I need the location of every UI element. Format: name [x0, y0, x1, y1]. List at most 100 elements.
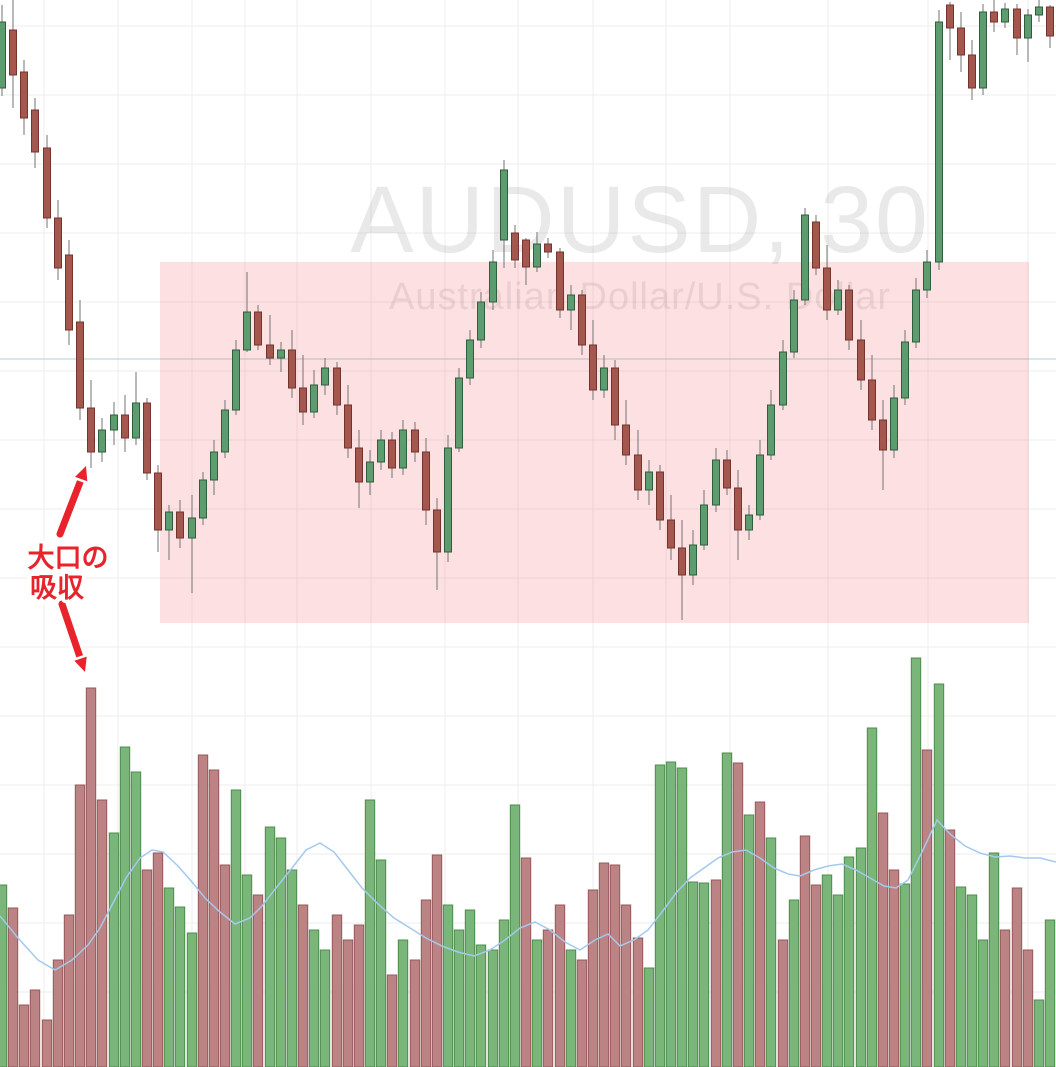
candle-body: [110, 414, 118, 431]
candle-body: [366, 461, 374, 483]
volume-bar: [85, 687, 97, 1067]
volume-bar: [197, 754, 209, 1067]
candle-body: [923, 261, 931, 291]
volume-bar: [52, 959, 64, 1067]
volume-bar: [598, 862, 610, 1067]
volume-bar: [609, 864, 621, 1067]
candle-body: [0, 21, 6, 89]
candle-body: [745, 514, 753, 531]
volume-bar: [18, 1004, 30, 1067]
candle-body: [600, 367, 608, 391]
candle-body: [489, 261, 497, 303]
candle-body: [578, 294, 586, 346]
candle-body: [388, 439, 396, 469]
candle-body: [812, 221, 820, 269]
volume-bar: [944, 829, 956, 1067]
volume-bar: [230, 789, 242, 1067]
candle-body: [199, 479, 207, 519]
volume-bar: [0, 884, 8, 1067]
volume-bar: [765, 837, 777, 1067]
volume-bar: [832, 894, 844, 1067]
volume-bar: [275, 837, 287, 1067]
watermark-symbol-text: AUDUSD, 30: [350, 167, 930, 273]
volume-bar: [966, 894, 978, 1067]
candle-body: [321, 367, 329, 386]
candle-body: [901, 341, 909, 399]
down-arrow: [55, 597, 90, 675]
volume-bar: [1033, 999, 1045, 1067]
candles-layer: [0, 0, 1054, 620]
volume-bar: [487, 949, 499, 1067]
candle-body: [756, 454, 764, 516]
candle-body: [500, 169, 508, 241]
candle-body: [221, 409, 229, 453]
volume-bar: [130, 771, 142, 1067]
candle-body: [522, 239, 530, 268]
candle-body: [333, 367, 341, 406]
candle-body: [455, 377, 463, 449]
volume-bar: [554, 904, 566, 1067]
volume-bar: [542, 929, 554, 1067]
volume-bar: [29, 989, 41, 1067]
volume-bar: [174, 906, 186, 1067]
candle-body: [210, 451, 218, 481]
volume-bar: [409, 959, 421, 1067]
watermark: AUDUSD, 30 Australian Dollar/U.S. Dollar: [350, 167, 930, 318]
volume-bar: [319, 949, 331, 1067]
volume-bar: [141, 869, 153, 1067]
candle-body: [834, 289, 842, 311]
candle-body: [399, 429, 407, 469]
volume-bar: [676, 767, 688, 1067]
highlight-box-layer: [160, 262, 1029, 623]
candle-body: [188, 517, 196, 539]
candle-body: [667, 519, 675, 549]
volume-bar: [241, 874, 253, 1067]
candle-body: [912, 289, 920, 343]
volume-bar: [933, 683, 945, 1067]
volume-bar: [710, 879, 722, 1067]
volume-bar: [788, 899, 800, 1067]
volume-bar: [297, 904, 309, 1067]
volume-bar: [821, 874, 833, 1067]
candle-body: [533, 243, 541, 268]
volume-bar: [988, 852, 1000, 1067]
candle-body: [990, 11, 998, 23]
candle-body: [54, 217, 62, 269]
candle-body: [243, 311, 251, 351]
candle-body: [31, 109, 39, 153]
volume-bar: [208, 769, 220, 1067]
candle-body: [511, 232, 519, 261]
candle-body: [76, 321, 84, 409]
candle-body: [1024, 14, 1032, 39]
volume-bar: [7, 907, 19, 1067]
candle-body: [9, 29, 17, 76]
volume-bar: [464, 909, 476, 1067]
volume-bar: [453, 929, 465, 1067]
volume-bar: [777, 939, 789, 1067]
candle-body: [845, 289, 853, 341]
candle-body: [968, 54, 976, 89]
candle-body: [712, 459, 720, 506]
volume-bar: [721, 752, 733, 1067]
volume-bar: [1044, 919, 1056, 1067]
candle-body: [1035, 6, 1043, 16]
volume-bar: [520, 857, 532, 1067]
volume-bar: [498, 919, 510, 1067]
candle-body: [868, 379, 876, 421]
candle-body: [1013, 8, 1021, 39]
candle-body: [422, 451, 430, 511]
candle-body: [266, 344, 274, 359]
candle-body: [154, 472, 162, 531]
candle-body: [645, 471, 653, 491]
candle-body: [700, 504, 708, 546]
candle-body: [232, 349, 240, 411]
up-arrow: [53, 463, 90, 541]
volume-bar: [386, 974, 398, 1067]
volume-bar: [1011, 887, 1023, 1067]
candle-body: [176, 511, 184, 539]
candle-body: [254, 311, 262, 346]
volume-bar: [152, 852, 164, 1067]
candle-body: [444, 447, 452, 553]
